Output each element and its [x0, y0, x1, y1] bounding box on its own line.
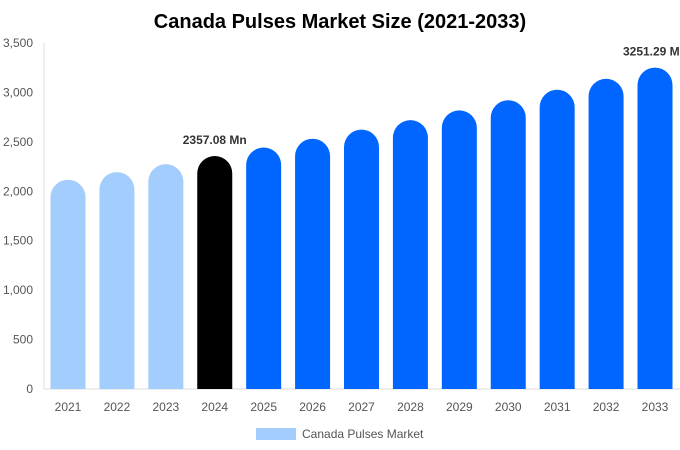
bar-2033[interactable]: [637, 67, 673, 389]
bar-2030[interactable]: [490, 100, 526, 390]
y-tick-label: 1,000: [3, 283, 33, 297]
x-tick-label: 2027: [348, 400, 375, 414]
y-tick-label: 3,500: [3, 36, 33, 50]
bar-2029[interactable]: [441, 110, 477, 389]
bar-2024[interactable]: [197, 155, 233, 389]
legend-label: Canada Pulses Market: [302, 427, 424, 441]
y-tick-label: 500: [13, 333, 33, 347]
legend-swatch: [256, 428, 296, 440]
x-tick-label: 2023: [152, 400, 179, 414]
bar-2021[interactable]: [50, 179, 86, 389]
bar-2025[interactable]: [246, 147, 282, 389]
x-tick-label: 2033: [642, 400, 669, 414]
y-tick-label: 0: [26, 382, 33, 396]
bar-2027[interactable]: [344, 129, 379, 389]
bar-2022[interactable]: [99, 172, 135, 389]
x-tick-label: 2028: [397, 400, 424, 414]
y-tick-label: 1,500: [3, 234, 33, 248]
bar-2023[interactable]: [148, 164, 184, 389]
x-tick-label: 2031: [544, 400, 571, 414]
data-label: 3251.29 Mn: [623, 45, 680, 59]
x-tick-label: 2030: [495, 400, 522, 414]
y-tick-label: 3,000: [3, 85, 33, 99]
bar-2032[interactable]: [588, 78, 624, 389]
x-tick-label: 2024: [201, 400, 228, 414]
y-tick-label: 2,000: [3, 184, 33, 198]
bar-2031[interactable]: [539, 89, 575, 390]
bar-2026[interactable]: [295, 138, 331, 389]
bar-2028[interactable]: [392, 120, 428, 389]
x-tick-label: 2029: [446, 400, 473, 414]
x-tick-label: 2021: [55, 400, 82, 414]
data-label: 2357.08 Mn: [183, 133, 247, 147]
x-tick-label: 2025: [250, 400, 277, 414]
x-tick-label: 2032: [593, 400, 620, 414]
y-tick-label: 2,500: [3, 135, 33, 149]
x-tick-label: 2026: [299, 400, 326, 414]
x-tick-label: 2022: [104, 400, 131, 414]
chart-title: Canada Pulses Market Size (2021-2033): [154, 11, 526, 33]
bars: [50, 67, 673, 390]
legend[interactable]: Canada Pulses Market: [256, 427, 424, 441]
x-axis: 2021 2022 2023 2024 2025 2026 2027 2028 2029 2030…: [55, 400, 669, 414]
data-labels: 2357.08 Mn 3251.29 Mn: [183, 45, 680, 147]
